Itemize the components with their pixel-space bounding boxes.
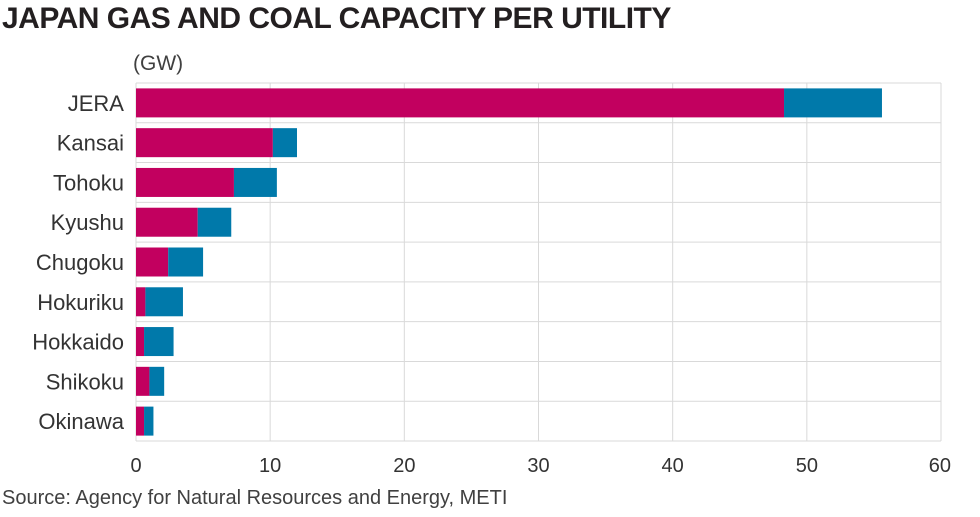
x-tick-label: 60: [929, 455, 951, 477]
category-label: Chugoku: [36, 250, 124, 275]
bar-segment: [136, 406, 145, 436]
bar-segment: [144, 406, 154, 436]
category-label: Tohoku: [53, 170, 124, 195]
bar-segment: [149, 366, 165, 396]
bar-segment: [168, 247, 204, 277]
category-label: Okinawa: [38, 409, 124, 434]
bar-segment: [272, 128, 297, 158]
chart-title: JAPAN GAS AND COAL CAPACITY PER UTILITY: [2, 2, 671, 35]
bar-segment: [136, 366, 150, 396]
x-tick-label: 20: [393, 455, 415, 477]
bar-segment: [784, 88, 882, 118]
x-tick-label: 40: [662, 455, 684, 477]
category-label: Kyushu: [51, 210, 124, 235]
category-labels: JERA Kansai Tohoku Kyushu Chugoku Hokuriku Hok…: [32, 91, 124, 434]
bar-segment: [136, 247, 169, 277]
category-label: JERA: [68, 91, 125, 116]
bar-segment: [136, 128, 273, 158]
category-label: Hokuriku: [37, 290, 124, 315]
bar-segment: [136, 88, 785, 118]
bars: [136, 88, 882, 436]
bar-segment: [136, 327, 145, 357]
bar-segment: [136, 167, 234, 197]
bar-segment: [144, 327, 174, 357]
bar-segment: [233, 167, 277, 197]
bar-segment: [145, 287, 183, 317]
x-tick-label: 30: [527, 455, 549, 477]
x-tick-labels: 0 10 20 30 40 50 60: [130, 455, 951, 477]
category-label: Kansai: [57, 131, 124, 156]
source-note: Source: Agency for Natural Resources and…: [2, 487, 508, 509]
unit-label: (GW): [133, 52, 184, 75]
x-tick-label: 10: [259, 455, 281, 477]
category-label: Hokkaido: [32, 330, 124, 355]
x-tick-label: 50: [796, 455, 818, 477]
bar-segment: [197, 207, 232, 237]
bar-segment: [136, 207, 198, 237]
bar-segment: [136, 287, 146, 317]
x-tick-label: 0: [130, 455, 141, 477]
category-label: Shikoku: [46, 369, 124, 394]
